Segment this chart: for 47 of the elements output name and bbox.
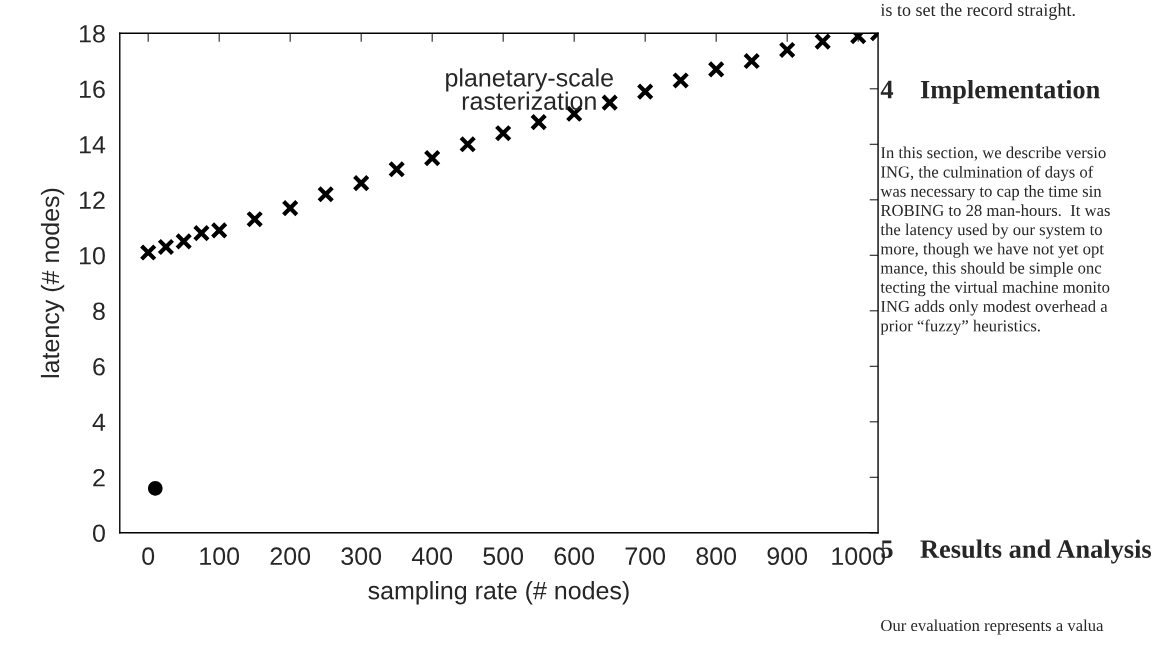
- y-tick-label: 18: [80, 24, 105, 43]
- annotation: planetary-scale rasterization: [446, 68, 613, 110]
- y-tick-label: 16: [80, 80, 105, 99]
- x-tick-label: 300: [341, 547, 382, 566]
- x-tick-label: 500: [483, 547, 524, 566]
- point: [636, 82, 654, 101]
- x-tick-label: 100: [200, 547, 240, 566]
- point: [530, 113, 548, 131]
- x-tick-label: 800: [696, 547, 737, 566]
- point: [139, 243, 157, 262]
- point: [175, 232, 193, 251]
- y-tick-label: 8: [93, 302, 105, 321]
- y-tick-label: 4: [92, 413, 106, 431]
- y-tick-label: 12: [80, 191, 105, 209]
- text: Our evaluation represents a valua: [881, 619, 1104, 635]
- text: is to set the record straight.: [880, 3, 1075, 20]
- point: [352, 174, 370, 192]
- point: [601, 94, 619, 112]
- point: [281, 199, 299, 217]
- point: [743, 52, 761, 70]
- point: [707, 60, 725, 79]
- point: [423, 149, 441, 167]
- x-tick-label: 200: [270, 547, 311, 566]
- point: [317, 185, 335, 203]
- y-tick-label: 10: [80, 246, 105, 265]
- point: [388, 160, 406, 178]
- x-tick-label: 400: [411, 547, 453, 566]
- point: [494, 124, 512, 142]
- point: [148, 481, 163, 496]
- x-tick-label: 0: [142, 547, 155, 566]
- x-tick-label: 900: [767, 547, 808, 566]
- y-tick-label: 14: [80, 136, 106, 154]
- point: [814, 33, 832, 51]
- y-axis-title: latency (# nodes): [40, 188, 65, 378]
- point: [157, 238, 175, 256]
- x-tick-label: 600: [554, 547, 595, 566]
- point: [672, 71, 690, 90]
- x-axis-title: sampling rate (# nodes): [368, 581, 629, 605]
- text: 4 Implementation: [880, 79, 1100, 104]
- y-tick-label: 2: [93, 468, 105, 487]
- y-tick-label: 6: [93, 357, 105, 376]
- point: [459, 135, 477, 153]
- x-tick-label: 700: [625, 547, 666, 566]
- text: In this section, we describe versio ING, the culmination of days of was necessary to cap the time sin ROBING to 28 man-hours. It was the latency used by our system to more, though we have not yet opt mance, this should be simple onc tecting the virtual machine monito ING adds only modest overhead a prior “fuzzy” heuristics.: [880, 146, 1110, 335]
- y-tick-label: 0: [92, 524, 105, 543]
- point: [778, 41, 796, 59]
- point: [246, 210, 264, 228]
